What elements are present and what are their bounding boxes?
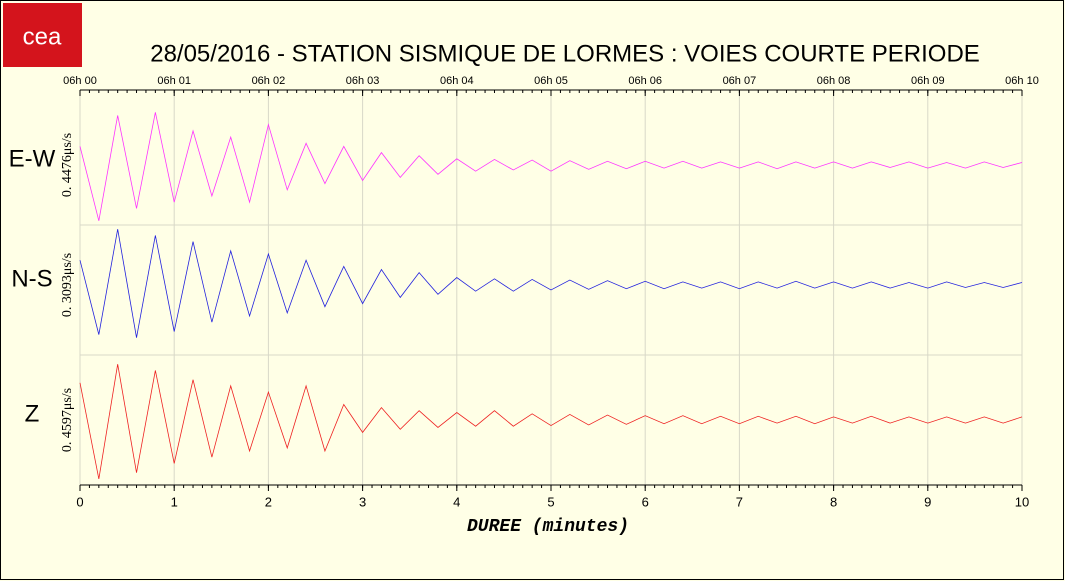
scale-label: 0. 4597μs/s [60, 388, 75, 452]
x-axis-title: DUREE (minutes) [467, 517, 629, 537]
trace [79, 229, 1023, 338]
x2-tick-label: 06h 02 [252, 75, 286, 87]
scale-label: 0. 4476μs/s [60, 133, 75, 197]
x-tick-label: 2 [265, 494, 272, 509]
x2-tick-label: 06h 04 [440, 75, 474, 87]
x-tick-label: 4 [453, 494, 460, 509]
trace [79, 364, 1023, 479]
x2-tick-label: 06h 03 [346, 75, 380, 87]
channel-label: Z [25, 400, 40, 427]
x2-tick-label: 06h 09 [911, 75, 945, 87]
x-tick-label: 1 [171, 494, 178, 509]
x-tick-label: 9 [924, 494, 931, 509]
trace [79, 112, 1023, 221]
x2-tick-label: 06h 10 [1005, 75, 1039, 87]
channel-label: E-W [9, 145, 56, 172]
channel-label: N-S [11, 265, 52, 292]
x2-tick-label: 06h 05 [534, 75, 568, 87]
x2-tick-label: 06h 07 [723, 75, 757, 87]
x2-tick-label: 06h 01 [157, 75, 191, 87]
x2-tick-label: 06h 08 [817, 75, 851, 87]
x-tick-label: 8 [830, 494, 837, 509]
x-tick-label: 10 [1015, 494, 1029, 509]
x-tick-label: 7 [736, 494, 743, 509]
x2-tick-label: 06h 06 [628, 75, 662, 87]
logo-box [3, 3, 82, 67]
x-tick-label: 0 [76, 494, 83, 509]
scale-label: 0. 3093μs/s [60, 253, 75, 317]
x-tick-label: 3 [359, 494, 366, 509]
x2-tick-label: 06h 00 [63, 75, 97, 87]
logo: cea [23, 23, 62, 50]
chart-title: 28/05/2016 - STATION SISMIQUE DE LORMES … [150, 40, 980, 67]
x-tick-label: 5 [547, 494, 554, 509]
x-tick-label: 6 [642, 494, 649, 509]
